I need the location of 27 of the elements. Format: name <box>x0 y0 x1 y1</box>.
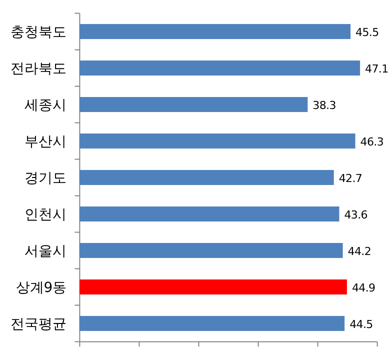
data-label: 45.5 <box>356 26 380 40</box>
bar <box>80 24 351 40</box>
data-label: 44.5 <box>350 318 374 331</box>
bar <box>80 134 356 149</box>
bar <box>80 60 360 76</box>
data-label: 42.7 <box>338 172 362 185</box>
data-label: 44.9 <box>352 281 376 294</box>
bar <box>80 279 347 294</box>
y-tick-label: 충청북도 <box>10 24 67 41</box>
bar <box>80 316 345 331</box>
y-tick-label: 인천시 <box>24 206 67 223</box>
bar <box>80 170 334 185</box>
bar <box>80 206 340 222</box>
data-label: 43.6 <box>344 208 368 222</box>
y-tick-label: 전국평균 <box>10 316 67 332</box>
y-tick-label: 상계9동 <box>16 280 67 296</box>
y-tick-label: 경기도 <box>24 170 67 186</box>
y-tick-label: 부산시 <box>24 134 67 150</box>
y-tick-label: 전라북도 <box>10 61 67 78</box>
data-label: 46.3 <box>360 136 384 149</box>
data-label: 44.2 <box>348 244 372 258</box>
y-tick-label: 세종시 <box>24 98 67 114</box>
y-tick-label: 서울시 <box>24 243 67 260</box>
bar <box>80 242 343 258</box>
bar <box>80 97 308 112</box>
data-label: 47.1 <box>365 62 388 76</box>
data-label: 38.3 <box>312 99 336 112</box>
